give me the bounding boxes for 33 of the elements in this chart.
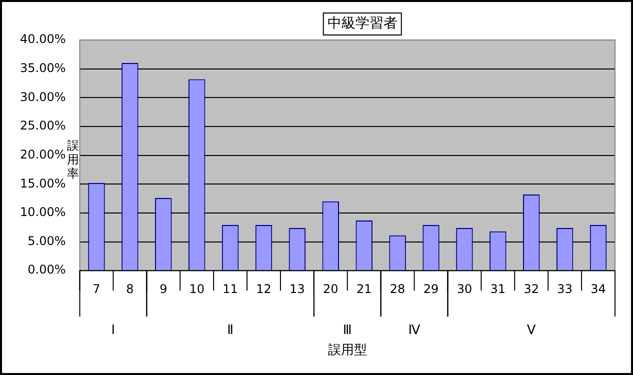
x-tick-label: 28 (390, 282, 406, 296)
text: Ⅴ (526, 322, 536, 338)
y-tick-label: 0.00% (28, 262, 66, 277)
x-axis-title: 誤用型 (328, 342, 367, 358)
text: Ⅱ (227, 322, 234, 338)
y-tick-label: 15.00% (20, 176, 66, 190)
x-tick-label: 34 (590, 282, 606, 296)
x-tick-label: 9 (160, 282, 168, 296)
x-tick-label: 12 (256, 282, 272, 296)
y-tick-label: 40.00% (20, 32, 66, 46)
text: Ⅰ (111, 322, 116, 338)
y-tick-label: 35.00% (20, 60, 66, 75)
y-tick-label: 10.00% (20, 205, 66, 220)
x-tick-label: 11 (222, 282, 238, 296)
y-tick-label: 30.00% (20, 90, 66, 104)
x-tick-label: 33 (557, 282, 572, 296)
x-tick-label: 30 (456, 282, 472, 296)
x-tick-label: 20 (323, 282, 338, 296)
x-tick-label: 8 (126, 282, 134, 296)
x-tick-label: 32 (524, 282, 540, 296)
text: Ⅲ (342, 322, 352, 338)
y-tick-label: 5.00% (28, 234, 66, 248)
x-tick-label: 29 (423, 282, 439, 296)
text: Ⅳ (408, 322, 420, 338)
x-tick-label: 13 (290, 282, 305, 296)
x-tick-label: 10 (189, 282, 204, 296)
x-tick-label: 7 (92, 282, 100, 296)
y-tick-label: 20.00% (20, 147, 66, 162)
x-tick-label: 31 (490, 282, 506, 296)
y-axis-title: 誤用率 (66, 138, 79, 180)
x-tick-label: 21 (356, 282, 372, 296)
chart-title: 中級学習者 (327, 16, 398, 32)
y-tick-label: 25.00% (20, 118, 66, 133)
